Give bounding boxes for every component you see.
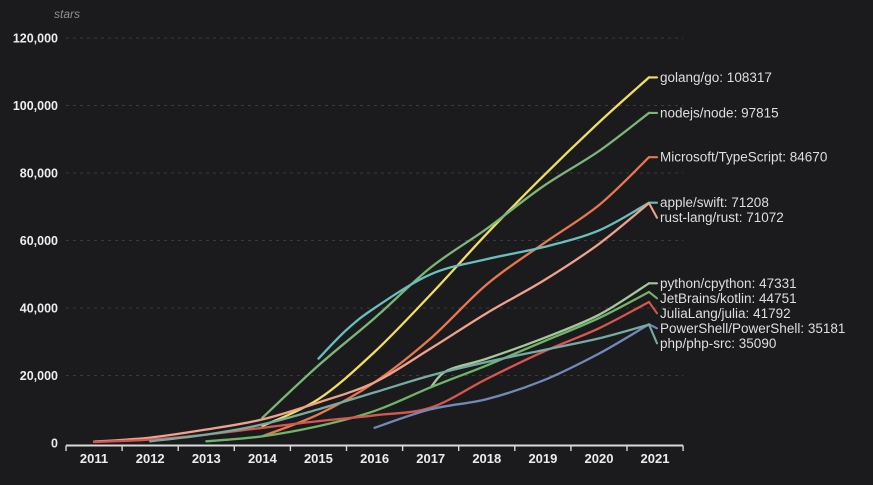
x-tick-label: 2014 — [248, 451, 278, 466]
series-label-connector-julialang-julia — [647, 300, 659, 315]
series-label-connector-powershell-powershell — [647, 323, 659, 330]
series-label-connector-rust-lang-rust — [647, 202, 659, 219]
x-tick-label: 2013 — [192, 451, 221, 466]
y-tick-label: 80,000 — [20, 167, 58, 181]
x-tick-label: 2020 — [585, 451, 614, 466]
series-label-powershell-powershell: PowerShell/PowerShell: 35181 — [660, 321, 845, 336]
x-tick-label: 2012 — [136, 451, 165, 466]
x-tick-label: 2018 — [472, 451, 501, 466]
y-tick-label: 120,000 — [13, 32, 58, 46]
x-tick-label: 2011 — [80, 451, 108, 466]
series-line-powershell-powershell — [373, 323, 651, 429]
series-label-rust-lang-rust: rust-lang/rust: 71072 — [660, 210, 784, 225]
series-line-golang-go — [261, 76, 651, 428]
series-label-apple-swift: apple/swift: 71208 — [660, 195, 769, 210]
series-label-nodejs-node: nodejs/node: 97815 — [660, 105, 779, 120]
series-line-nodejs-node — [261, 111, 651, 419]
y-axis-title: stars — [54, 7, 80, 21]
series-line-jetbrains-kotlin — [205, 290, 651, 443]
x-tick-label: 2019 — [528, 451, 557, 466]
series-label-connector-php-php-src — [647, 323, 659, 345]
y-tick-label: 40,000 — [20, 302, 58, 316]
series-label-jetbrains-kotlin: JetBrains/kotlin: 44751 — [660, 291, 797, 306]
series-line-julialang-julia — [92, 300, 651, 444]
series-label-python-cpython: python/cpython: 47331 — [660, 276, 797, 291]
series-line-rust-lang-rust — [92, 201, 651, 443]
series-line-python-cpython — [429, 282, 651, 389]
series-line-php-php-src — [149, 323, 651, 443]
series-label-php-php-src: php/php-src: 35090 — [660, 336, 776, 351]
series-line-microsoft-typescript — [261, 156, 651, 438]
series-label-golang-go: golang/go: 108317 — [660, 70, 772, 85]
y-tick-label: 0 — [51, 437, 58, 451]
series-line-apple-swift — [317, 201, 651, 360]
x-tick-label: 2017 — [416, 451, 445, 466]
y-tick-label: 20,000 — [20, 369, 58, 383]
y-tick-label: 60,000 — [20, 234, 58, 248]
x-tick-label: 2015 — [304, 451, 333, 466]
series-label-connector-jetbrains-kotlin — [647, 290, 659, 300]
series-label-microsoft-typescript: Microsoft/TypeScript: 84670 — [660, 150, 827, 165]
series-label-julialang-julia: JuliaLang/julia: 41792 — [660, 306, 791, 321]
x-tick-label: 2021 — [641, 451, 670, 466]
x-tick-label: 2016 — [360, 451, 389, 466]
y-tick-label: 100,000 — [13, 99, 58, 113]
